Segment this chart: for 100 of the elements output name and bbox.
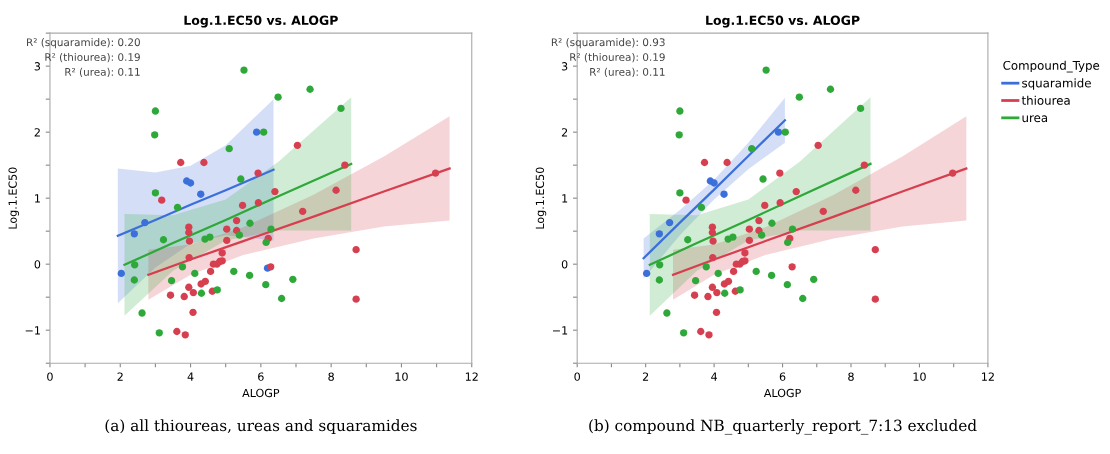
point	[736, 286, 744, 294]
point	[173, 203, 182, 212]
point	[752, 267, 760, 276]
text: (a) all thioureas, ureas and squaramides	[105, 419, 417, 435]
point	[784, 238, 792, 247]
point	[709, 253, 717, 262]
point	[724, 277, 733, 286]
point	[819, 207, 827, 216]
point	[852, 186, 860, 194]
point	[230, 267, 238, 276]
text: (b) compound NB_quarterly_report_7:13 excluded	[589, 419, 977, 435]
point	[799, 294, 807, 303]
point	[235, 231, 244, 239]
point	[232, 216, 241, 225]
legend-label: thiourea	[1021, 95, 1070, 105]
point	[262, 280, 270, 289]
point	[155, 329, 163, 337]
point	[274, 93, 282, 101]
point	[306, 85, 314, 93]
point	[293, 141, 302, 150]
point	[676, 107, 684, 115]
point	[185, 283, 193, 291]
point	[206, 233, 214, 241]
point	[682, 196, 690, 204]
point	[141, 218, 149, 227]
line-series	[123, 162, 353, 266]
point	[721, 289, 729, 297]
point	[788, 225, 797, 233]
x-tick-label: 6	[258, 372, 264, 381]
point	[151, 107, 160, 115]
point	[762, 66, 770, 74]
point	[690, 291, 699, 299]
point	[758, 231, 766, 239]
point	[745, 236, 754, 245]
y-tick-label: 1	[35, 194, 40, 203]
x-axis-title: ALOGP	[242, 388, 280, 398]
point	[792, 187, 800, 196]
point	[741, 249, 749, 257]
point	[252, 128, 261, 136]
point	[197, 289, 206, 297]
point	[117, 269, 125, 278]
y-tick-label: 0	[34, 260, 41, 269]
point	[748, 144, 756, 153]
point	[776, 199, 784, 207]
point	[713, 288, 721, 297]
point	[262, 238, 270, 247]
point	[238, 201, 247, 210]
point	[254, 199, 263, 207]
point	[810, 275, 818, 284]
point	[656, 261, 664, 269]
point	[246, 219, 254, 227]
point	[705, 331, 713, 339]
point	[729, 267, 738, 276]
y-tick-label: 3	[561, 62, 568, 71]
point	[704, 292, 712, 301]
point	[245, 271, 254, 280]
x-tick-label: 8	[848, 372, 854, 381]
annotation: R² (thiourea): 0.19	[570, 52, 665, 63]
point	[138, 309, 146, 317]
point	[267, 263, 275, 271]
annotation: R² (urea): 0.11	[590, 67, 665, 78]
point	[781, 128, 789, 136]
x-tick-label: 0	[47, 372, 53, 381]
point	[871, 295, 879, 303]
line-series	[147, 167, 451, 276]
x-tick-label: 12	[982, 372, 994, 381]
point	[948, 169, 957, 177]
legend-title: Compound_Type	[1003, 60, 1100, 73]
point	[768, 219, 776, 227]
point	[206, 267, 215, 276]
line-series	[116, 168, 275, 237]
point	[166, 291, 175, 299]
point	[774, 128, 783, 136]
point	[337, 104, 345, 113]
point	[783, 280, 792, 289]
chart-title: Log.1.EC50 vs. ALOGP	[706, 15, 860, 28]
point	[702, 263, 710, 271]
point	[826, 85, 835, 93]
x-tick-label: 10	[395, 372, 408, 381]
point	[130, 276, 138, 284]
y-tick-label: 1	[562, 194, 568, 203]
point	[679, 329, 688, 337]
x-tick-label: 10	[913, 372, 926, 381]
point	[745, 225, 754, 233]
line-series	[648, 162, 872, 266]
point	[352, 245, 360, 254]
y-tick-label: 2	[34, 128, 40, 137]
point	[352, 295, 360, 303]
point	[254, 169, 262, 177]
point	[814, 141, 822, 150]
point	[151, 189, 160, 197]
point	[856, 104, 865, 113]
point	[697, 203, 706, 212]
point	[173, 327, 181, 336]
point	[776, 169, 784, 177]
point	[158, 196, 166, 204]
point	[130, 261, 139, 269]
point	[860, 161, 869, 169]
x-tick-label: 6	[779, 372, 786, 381]
x-tick-label: 4	[187, 372, 194, 381]
